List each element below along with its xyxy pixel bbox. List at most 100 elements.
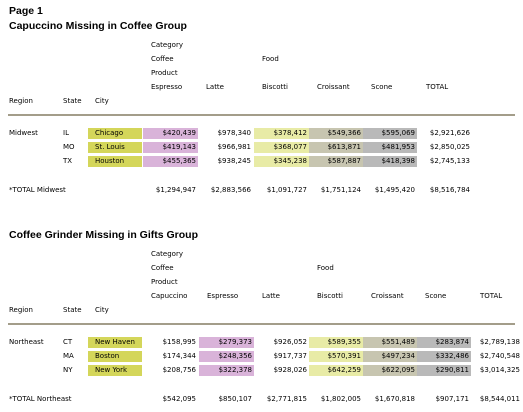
value-cell: $2,850,025	[429, 143, 470, 151]
total-value: $2,771,815	[266, 395, 307, 403]
column-header: Capuccino	[151, 292, 188, 300]
total-value: $1,670,818	[374, 395, 415, 403]
value-cell: $3,014,325	[479, 366, 520, 374]
group-label: Food	[262, 55, 279, 63]
total-value: $1,802,005	[320, 395, 361, 403]
value-cell: $622,095	[363, 365, 417, 376]
column-header: Scone	[425, 292, 447, 300]
column-header: TOTAL	[480, 292, 503, 300]
column-header: Latte	[206, 83, 224, 91]
product-label: Product	[151, 69, 178, 77]
city: St. Louis	[88, 142, 142, 153]
total-value: $1,091,727	[266, 186, 307, 194]
row-header: State	[63, 306, 82, 314]
state: NY	[63, 366, 73, 374]
total-label: *TOTAL Northeast	[9, 395, 72, 403]
value-cell: $322,378	[199, 365, 254, 376]
value-cell: $345,238	[254, 156, 309, 167]
value-cell: $368,077	[254, 142, 309, 153]
value-cell: $248,356	[199, 351, 254, 362]
value-cell: $497,234	[363, 351, 417, 362]
section-title: Capuccino Missing in Coffee Group	[9, 20, 187, 32]
state: MO	[63, 143, 75, 151]
value-cell: $420,439	[143, 128, 198, 139]
page-number: Page 1	[9, 5, 43, 17]
value-cell: $966,981	[217, 143, 251, 151]
value-cell: $419,143	[143, 142, 198, 153]
column-header: Croissant	[317, 83, 350, 91]
total-value: $2,883,566	[210, 186, 251, 194]
column-header: Latte	[262, 292, 280, 300]
total-value: $1,294,947	[155, 186, 196, 194]
value-cell: $938,245	[217, 157, 251, 165]
total-value: $1,495,420	[374, 186, 415, 194]
value-cell: $642,259	[309, 365, 363, 376]
value-cell: $2,789,138	[479, 338, 520, 346]
value-cell: $418,398	[363, 156, 417, 167]
total-value: $907,171	[435, 395, 469, 403]
city: New York	[88, 365, 142, 376]
region: Midwest	[9, 129, 38, 137]
value-cell: $332,486	[417, 351, 471, 362]
section-title: Coffee Grinder Missing in Gifts Group	[9, 229, 199, 241]
value-cell: $290,811	[417, 365, 471, 376]
state: CT	[63, 338, 73, 346]
column-header: Biscotti	[262, 83, 288, 91]
value-cell: $481,953	[363, 142, 417, 153]
value-cell: $589,355	[309, 337, 363, 348]
category-label: Category	[151, 250, 183, 258]
total-value: $8,516,784	[429, 186, 470, 194]
total-value: $542,095	[162, 395, 196, 403]
value-cell: $595,069	[363, 128, 417, 139]
column-header: Biscotti	[317, 292, 343, 300]
value-cell: $613,871	[309, 142, 363, 153]
value-cell: $587,887	[309, 156, 363, 167]
product-label: Product	[151, 278, 178, 286]
value-cell: $2,745,133	[429, 157, 470, 165]
city: Boston	[88, 351, 142, 362]
value-cell: $926,052	[273, 338, 307, 346]
value-cell: $928,026	[273, 366, 307, 374]
row-header: Region	[9, 97, 33, 105]
value-cell: $455,365	[143, 156, 198, 167]
group-label: Coffee	[151, 55, 174, 63]
state: TX	[63, 157, 73, 165]
state: MA	[63, 352, 74, 360]
value-cell: $978,340	[217, 129, 251, 137]
value-cell: $549,366	[309, 128, 363, 139]
value-cell: $2,921,626	[429, 129, 470, 137]
value-cell: $917,737	[273, 352, 307, 360]
column-header: Espresso	[207, 292, 239, 300]
value-cell: $378,412	[254, 128, 309, 139]
column-header: Espresso	[151, 83, 183, 91]
value-cell: $2,740,548	[479, 352, 520, 360]
value-cell: $208,756	[162, 366, 196, 374]
column-header: TOTAL	[426, 83, 449, 91]
row-header: City	[95, 97, 109, 105]
total-value: $850,107	[218, 395, 252, 403]
value-cell: $283,874	[417, 337, 471, 348]
region: Northeast	[9, 338, 44, 346]
separator	[8, 114, 515, 116]
value-cell: $551,489	[363, 337, 417, 348]
city: New Haven	[88, 337, 142, 348]
category-label: Category	[151, 41, 183, 49]
city: Houston	[88, 156, 142, 167]
city: Chicago	[88, 128, 142, 139]
group-label: Food	[317, 264, 334, 272]
value-cell: $279,373	[199, 337, 254, 348]
separator	[8, 323, 515, 325]
column-header: Croissant	[371, 292, 404, 300]
value-cell: $570,391	[309, 351, 363, 362]
row-header: State	[63, 97, 82, 105]
group-label: Coffee	[151, 264, 174, 272]
total-value: $8,544,011	[479, 395, 520, 403]
row-header: City	[95, 306, 109, 314]
total-value: $1,751,124	[320, 186, 361, 194]
state: IL	[63, 129, 69, 137]
value-cell: $174,344	[162, 352, 196, 360]
total-label: *TOTAL Midwest	[9, 186, 66, 194]
value-cell: $158,995	[162, 338, 196, 346]
column-header: Scone	[371, 83, 393, 91]
